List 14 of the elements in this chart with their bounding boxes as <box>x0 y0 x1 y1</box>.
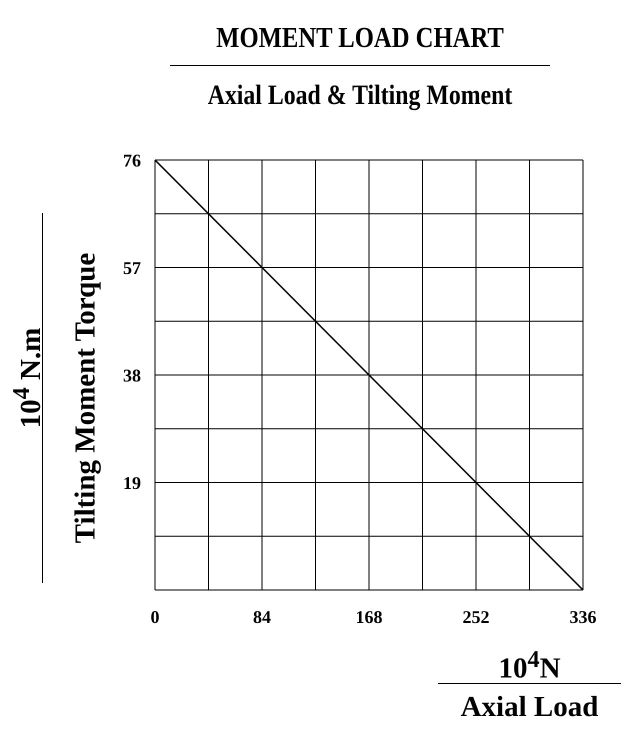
x-tick-label: 336 <box>570 606 596 627</box>
chart-subtitle: Axial Load & Tilting Moment <box>206 80 514 112</box>
chart-title: MOMENT LOAD CHART <box>215 22 505 55</box>
y-axis-title: Tilting Moment Torque <box>70 252 102 546</box>
y-tick-label: 38 <box>123 365 141 386</box>
x-tick-label: 84 <box>253 606 271 627</box>
x-tick-label: 0 <box>150 606 160 627</box>
y-tick-label: 57 <box>123 258 141 278</box>
x-tick-label: 168 <box>356 606 382 627</box>
text: 10$^{4}$N <box>497 646 562 686</box>
y-tick-label: 76 <box>123 150 141 170</box>
x-axis-title: Axial Load <box>460 691 600 724</box>
x-tick-label: 252 <box>462 606 490 627</box>
y-tick-label: 19 <box>123 472 141 493</box>
